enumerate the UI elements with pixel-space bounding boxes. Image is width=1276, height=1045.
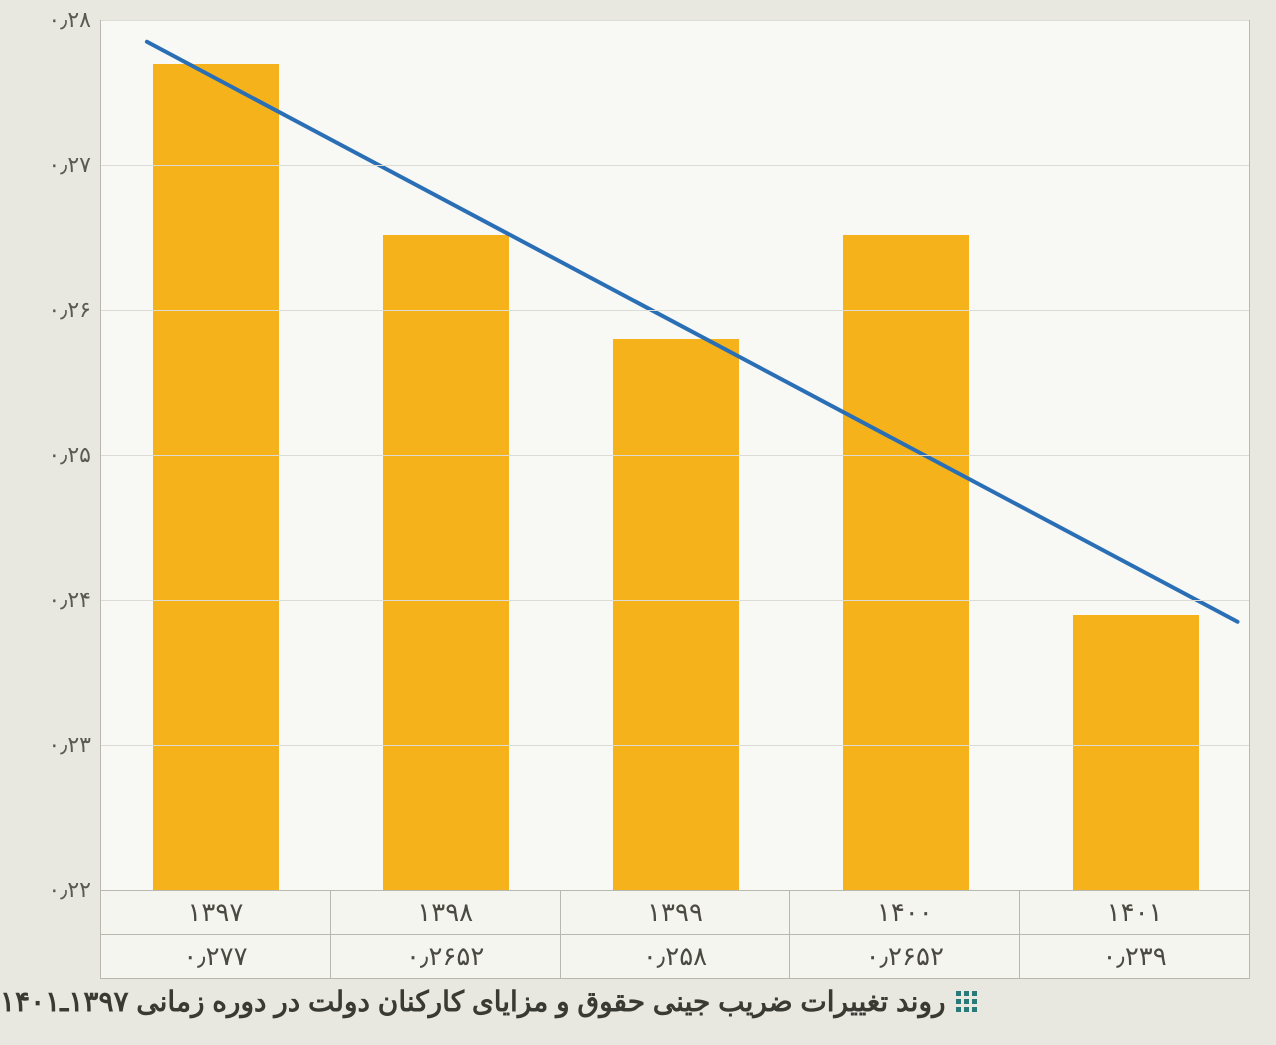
caption-text: روند تغییرات ضریب جینی حقوق و مزایای کار… [0,985,946,1018]
category-cell: ۱۴۰۰ [790,891,1020,935]
category-cell: ۱۳۹۹ [560,891,790,935]
chart-caption: روند تغییرات ضریب جینی حقوق و مزایای کار… [0,985,1260,1018]
chart-plot-area: ۰٫۲۲۰٫۲۳۰٫۲۴۰٫۲۵۰٫۲۶۰٫۲۷۰٫۲۸ [100,20,1250,890]
y-axis-tick-label: ۰٫۲۸ [48,7,91,33]
category-cell: ۱۳۹۸ [330,891,560,935]
gridline [101,745,1249,746]
y-axis-tick-label: ۰٫۲۶ [48,297,91,323]
value-row: ۰٫۲۷۷۰٫۲۶۵۲۰٫۲۵۸۰٫۲۶۵۲۰٫۲۳۹ [101,935,1250,979]
gridline [101,455,1249,456]
y-axis-tick-label: ۰٫۲۴ [48,587,91,613]
category-cell: ۱۴۰۱ [1020,891,1250,935]
y-axis-tick-label: ۰٫۲۷ [48,152,91,178]
value-cell: ۰٫۲۶۵۲ [790,935,1020,979]
gridline [101,310,1249,311]
bar [153,64,280,891]
bar [843,235,970,890]
gridline [101,165,1249,166]
value-cell: ۰٫۲۶۵۲ [330,935,560,979]
bar [613,339,740,890]
category-cell: ۱۳۹۷ [101,891,331,935]
y-axis-tick-label: ۰٫۲۵ [48,442,91,468]
value-cell: ۰٫۲۷۷ [101,935,331,979]
y-axis-tick-label: ۰٫۲۲ [48,877,91,903]
x-axis-table: ۱۳۹۷۱۳۹۸۱۳۹۹۱۴۰۰۱۴۰۱ ۰٫۲۷۷۰٫۲۶۵۲۰٫۲۵۸۰٫۲… [100,890,1250,979]
gridline [101,600,1249,601]
value-cell: ۰٫۲۳۹ [1020,935,1250,979]
bar [1073,615,1200,891]
category-row: ۱۳۹۷۱۳۹۸۱۳۹۹۱۴۰۰۱۴۰۱ [101,891,1250,935]
bar [383,235,510,890]
grid-dots-icon [956,991,977,1012]
value-cell: ۰٫۲۵۸ [560,935,790,979]
gridline [101,20,1249,21]
y-axis-tick-label: ۰٫۲۳ [48,732,91,758]
